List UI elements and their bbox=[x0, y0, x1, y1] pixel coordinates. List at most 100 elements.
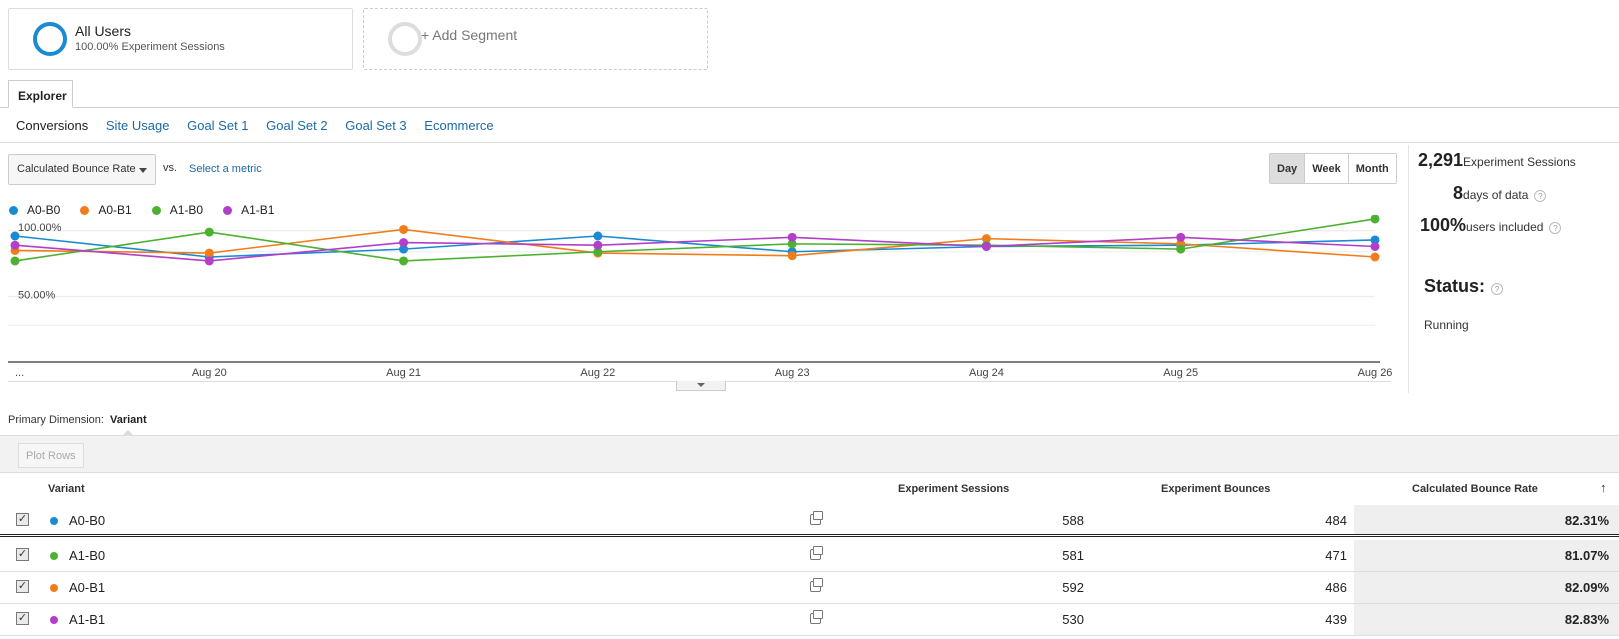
series-line bbox=[14, 236, 1376, 262]
data-point bbox=[593, 240, 603, 250]
subtab-goal-set-3[interactable]: Goal Set 3 bbox=[345, 118, 407, 133]
segment-ring-icon bbox=[33, 22, 67, 56]
legend-label: A1-B0 bbox=[169, 203, 204, 217]
row-checkbox[interactable]: ✓ bbox=[16, 513, 29, 526]
data-point bbox=[399, 238, 409, 248]
row-checkbox[interactable]: ✓ bbox=[16, 580, 29, 593]
primary-dimension-variant[interactable]: Variant bbox=[109, 414, 147, 426]
tab-explorer[interactable]: Explorer bbox=[8, 80, 73, 108]
segment-all-users[interactable]: All Users 100.00% Experiment Sessions bbox=[8, 8, 353, 70]
days-value: 8 bbox=[1453, 183, 1464, 203]
compare-icon[interactable] bbox=[810, 511, 823, 525]
stats-divider bbox=[1408, 145, 1409, 393]
help-icon[interactable]: ? bbox=[1491, 282, 1504, 295]
month-button[interactable]: Month bbox=[1347, 154, 1396, 183]
bounce-rate-cell: 81.07% bbox=[1354, 540, 1619, 571]
status-value: Running bbox=[1424, 318, 1469, 332]
legend-item[interactable]: A1-B0 bbox=[151, 203, 204, 217]
days-stat: 8days of data? bbox=[1453, 183, 1547, 204]
col-variant[interactable]: Variant bbox=[48, 483, 85, 495]
sessions-cell: 592 bbox=[1062, 580, 1084, 595]
series-line bbox=[14, 235, 1376, 258]
data-point bbox=[1370, 235, 1380, 245]
y-tick-label: 100.00% bbox=[18, 222, 62, 234]
users-value: 100% bbox=[1420, 215, 1467, 235]
bounce-rate-cell: 82.09% bbox=[1354, 572, 1619, 603]
data-point bbox=[593, 247, 603, 257]
collapse-chart-handle[interactable] bbox=[676, 381, 726, 391]
sessions-cell: 530 bbox=[1062, 612, 1084, 627]
data-point bbox=[981, 234, 991, 244]
data-point bbox=[787, 251, 797, 261]
legend-item[interactable]: A1-B1 bbox=[223, 203, 274, 217]
row-checkbox[interactable]: ✓ bbox=[16, 612, 29, 625]
subtab-site-usage[interactable]: Site Usage bbox=[105, 118, 170, 133]
x-tick-label: Aug 24 bbox=[969, 367, 1004, 379]
legend-dot bbox=[223, 205, 233, 215]
add-segment-label: + Add Segment bbox=[421, 27, 518, 43]
tab-divider bbox=[0, 107, 1619, 108]
data-point bbox=[981, 242, 991, 251]
data-point bbox=[787, 232, 797, 242]
data-point bbox=[593, 231, 603, 241]
metric-dropdown[interactable]: Calculated Bounce Rate bbox=[8, 154, 156, 185]
variant-color-dot bbox=[50, 584, 58, 592]
data-point bbox=[1176, 232, 1186, 242]
week-button[interactable]: Week bbox=[1304, 154, 1348, 183]
bounces-cell: 439 bbox=[1325, 612, 1347, 627]
variant-name: A0-B1 bbox=[69, 580, 106, 595]
series-line bbox=[14, 228, 1376, 258]
variant-color-dot bbox=[50, 552, 58, 560]
data-point bbox=[204, 248, 214, 258]
variant-color-dot bbox=[50, 517, 58, 525]
variant-name: A1-B1 bbox=[69, 612, 106, 627]
subtab-goal-set-1[interactable]: Goal Set 1 bbox=[187, 118, 249, 133]
days-label: days of data bbox=[1463, 188, 1529, 202]
date-granularity-toggle: Day Week Month bbox=[1269, 153, 1397, 184]
plot-rows-button[interactable]: Plot Rows bbox=[18, 443, 84, 468]
subtab-goal-set-2[interactable]: Goal Set 2 bbox=[266, 118, 328, 133]
legend-item[interactable]: A0-B1 bbox=[80, 203, 132, 217]
status-label: Status: bbox=[1424, 276, 1486, 296]
day-button[interactable]: Day bbox=[1270, 154, 1305, 183]
legend-dot bbox=[80, 205, 90, 215]
sessions-value: 2,291 bbox=[1418, 150, 1464, 170]
legend-label: A0-B1 bbox=[98, 203, 132, 217]
metric-dropdown-label: Calculated Bounce Rate bbox=[17, 163, 136, 175]
table-row: ✓ A0-B1 592 486 82.09% bbox=[0, 572, 1619, 604]
vs-label: vs. bbox=[163, 162, 178, 174]
primary-dimension: Primary Dimension: Variant bbox=[8, 414, 147, 426]
data-point bbox=[399, 256, 409, 266]
variant-color-dot bbox=[50, 616, 58, 624]
help-icon[interactable]: ? bbox=[1534, 189, 1547, 202]
table-row: ✓ A1-B1 530 439 82.83% bbox=[0, 604, 1619, 636]
data-point bbox=[399, 244, 409, 254]
legend-item[interactable]: A0-B0 bbox=[9, 203, 60, 217]
sessions-stat: 2,291Experiment Sessions bbox=[1418, 150, 1576, 171]
help-icon[interactable]: ? bbox=[1549, 221, 1562, 234]
legend-label: A0-B0 bbox=[27, 203, 61, 217]
data-point bbox=[1370, 242, 1380, 251]
x-tick-label: Aug 20 bbox=[192, 367, 227, 379]
legend-dot bbox=[9, 205, 18, 215]
subtab-ecommerce[interactable]: Ecommerce bbox=[424, 118, 494, 133]
col-calculated-bounce-rate[interactable]: Calculated Bounce Rate bbox=[1412, 483, 1538, 495]
col-experiment-bounces[interactable]: Experiment Bounces bbox=[1161, 483, 1271, 495]
subtab-divider bbox=[0, 142, 1619, 143]
add-segment-button[interactable]: + Add Segment bbox=[363, 8, 708, 70]
x-tick-label: Aug 22 bbox=[580, 367, 615, 379]
sessions-cell: 588 bbox=[1062, 513, 1084, 528]
compare-icon[interactable] bbox=[810, 546, 823, 560]
compare-icon[interactable] bbox=[810, 578, 823, 592]
bounces-cell: 486 bbox=[1325, 580, 1347, 595]
sort-ascending-icon[interactable]: ↑ bbox=[1600, 480, 1607, 495]
segment-placeholder-ring-icon bbox=[388, 22, 422, 56]
compare-icon[interactable] bbox=[810, 610, 823, 624]
table-row: ✓ A1-B0 581 471 81.07% bbox=[0, 540, 1619, 572]
row-checkbox[interactable]: ✓ bbox=[16, 548, 29, 561]
select-metric-link[interactable]: Select a metric bbox=[189, 163, 262, 175]
col-experiment-sessions[interactable]: Experiment Sessions bbox=[898, 483, 1010, 495]
chart-legend: A0-B0 A0-B1 A1-B0 A1-B1 bbox=[9, 203, 294, 217]
segment-title: All Users bbox=[75, 23, 132, 39]
subtab-conversions[interactable]: Conversions bbox=[16, 118, 89, 133]
